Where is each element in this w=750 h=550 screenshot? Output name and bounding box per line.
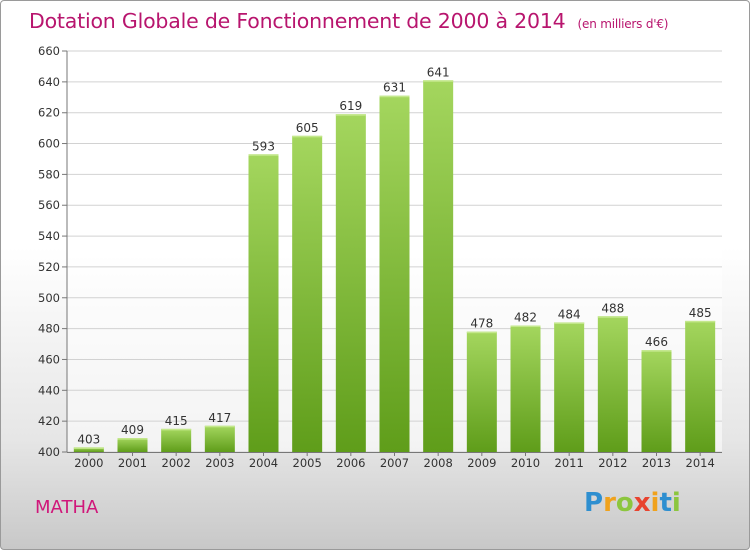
- bar-top-edge-2006: [335, 114, 366, 116]
- x-tick-label-2008: 2008: [424, 456, 453, 470]
- y-tick-label-640: 640: [38, 75, 60, 89]
- bar-top-edge-2010: [510, 325, 541, 328]
- chart-title-text: Dotation Globale de Fonctionnement de 20…: [29, 9, 566, 33]
- value-label-2010: 482: [514, 311, 537, 325]
- x-tick-label-2014: 2014: [686, 456, 715, 470]
- value-label-2000: 403: [77, 432, 100, 446]
- y-tick-label-660: 660: [38, 44, 60, 58]
- bar-2011: [554, 322, 585, 452]
- y-tick-label-600: 600: [38, 137, 60, 151]
- bar-top-edge-2002: [161, 428, 192, 431]
- y-tick-label-580: 580: [38, 167, 60, 181]
- y-tick-label-520: 520: [38, 260, 60, 274]
- logo-letter: o: [615, 488, 634, 518]
- chart-subtitle: (en milliers d'€): [577, 17, 669, 31]
- bar-2002: [161, 428, 192, 452]
- logo-letter: i: [650, 488, 660, 518]
- bar-2004: [248, 154, 279, 453]
- value-label-2014: 485: [689, 306, 712, 320]
- x-tick-label-2004: 2004: [249, 456, 278, 470]
- bar-2013: [641, 350, 672, 452]
- bar-2006: [335, 114, 366, 452]
- bar-top-edge-2005: [292, 135, 323, 138]
- logo-letter: r: [603, 488, 616, 518]
- bar-top-edge-2007: [379, 95, 410, 98]
- bar-top-edge-2008: [423, 80, 454, 82]
- x-tick-label-2003: 2003: [205, 456, 234, 470]
- x-tick-label-2001: 2001: [118, 456, 147, 470]
- y-tick-label-460: 460: [38, 352, 60, 366]
- x-tick-label-2006: 2006: [336, 456, 365, 470]
- logo-letter: t: [659, 488, 672, 518]
- x-tick-label-2013: 2013: [642, 456, 671, 470]
- data-labels: 403 409 415 417 593 605 619 631 641 478 482 484 488 4…: [77, 65, 711, 446]
- bar-top-edge-2001: [117, 438, 148, 440]
- x-tick-label-2010: 2010: [511, 456, 540, 470]
- y-tick-label-480: 480: [38, 322, 60, 336]
- bar-2001: [117, 438, 148, 452]
- logo-letter: x: [633, 488, 651, 518]
- y-tick-label-540: 540: [38, 229, 60, 243]
- y-tick-label-400: 400: [38, 445, 60, 459]
- bar-top-edge-2000: [73, 447, 104, 449]
- bar-top-edge-2013: [641, 350, 672, 352]
- value-label-2013: 466: [645, 335, 668, 349]
- bar-2007: [379, 95, 410, 452]
- value-label-2007: 631: [383, 81, 406, 95]
- x-tick-label-2011: 2011: [555, 456, 584, 470]
- value-label-2006: 619: [339, 99, 362, 113]
- bar-2005: [292, 135, 323, 453]
- bar-2009: [466, 331, 497, 452]
- value-label-2009: 478: [470, 317, 493, 331]
- y-tick-label-560: 560: [38, 198, 60, 212]
- x-tick-label-2007: 2007: [380, 456, 409, 470]
- bar-2003: [204, 425, 235, 452]
- value-label-2002: 415: [165, 414, 188, 428]
- x-tick-label-2002: 2002: [162, 456, 191, 470]
- y-tick-label-500: 500: [38, 291, 60, 305]
- bar-2012: [597, 316, 628, 452]
- bar-2014: [685, 320, 716, 452]
- value-label-2003: 417: [208, 411, 231, 425]
- x-tick-label-2009: 2009: [467, 456, 496, 470]
- logo-letter: P: [584, 488, 604, 518]
- bars: [73, 80, 716, 453]
- logo-letter: i: [671, 488, 681, 518]
- bar-top-edge-2014: [685, 320, 716, 323]
- bar-top-edge-2011: [554, 322, 585, 324]
- bar-top-edge-2003: [204, 425, 235, 428]
- bar-2010: [510, 325, 541, 452]
- value-label-2008: 641: [427, 65, 450, 79]
- bar-top-edge-2009: [466, 331, 497, 334]
- value-label-2011: 484: [558, 307, 581, 321]
- y-tick-label-440: 440: [38, 383, 60, 397]
- city-name: MATHA: [35, 497, 99, 518]
- x-tick-label-2012: 2012: [598, 456, 627, 470]
- y-tick-label-620: 620: [38, 106, 60, 120]
- x-tick-label-2005: 2005: [293, 456, 322, 470]
- value-label-2004: 593: [252, 139, 275, 153]
- chart-title: Dotation Globale de Fonctionnement de 20…: [29, 9, 668, 33]
- value-label-2005: 605: [296, 121, 319, 135]
- value-label-2012: 488: [601, 301, 624, 315]
- x-tick-label-2000: 2000: [74, 456, 103, 470]
- axes: 400 420 440 460 480 500 520 540 560 580 600 620 640 6…: [38, 44, 722, 470]
- bar-top-edge-2004: [248, 154, 279, 156]
- bar-top-edge-2012: [597, 316, 628, 318]
- proxiti-logo: Proxiti: [584, 488, 681, 518]
- y-tick-label-420: 420: [38, 414, 60, 428]
- bar-2008: [423, 80, 454, 453]
- bar-2000: [73, 447, 104, 452]
- value-label-2001: 409: [121, 423, 144, 437]
